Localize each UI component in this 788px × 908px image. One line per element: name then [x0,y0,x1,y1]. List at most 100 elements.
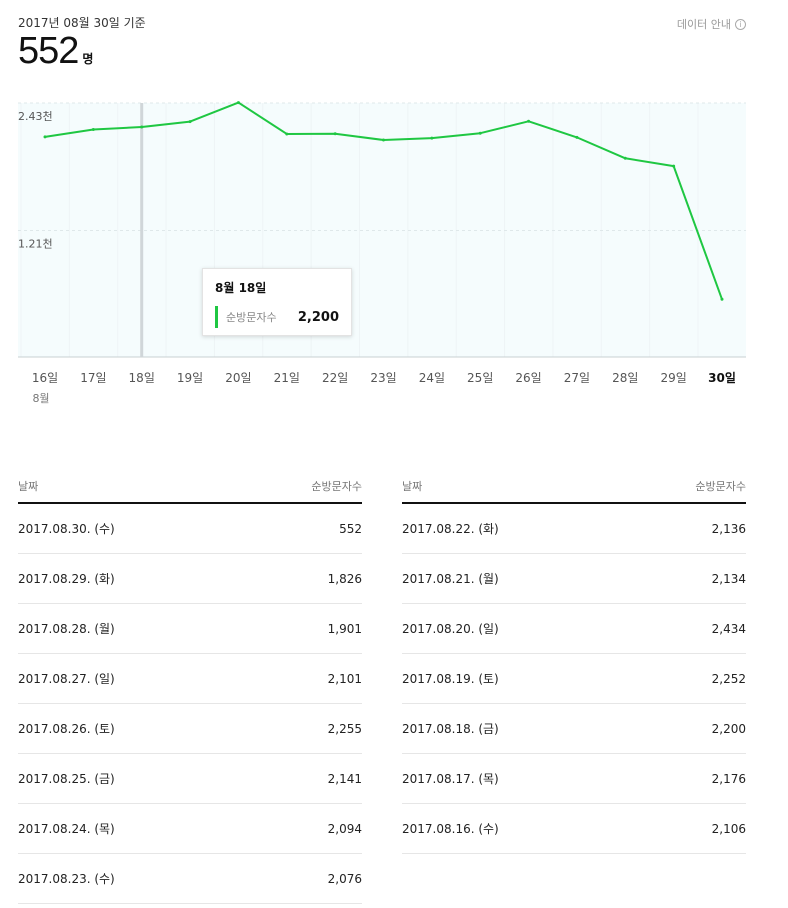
table-row: 2017.08.25. (금) 2,141 [18,754,362,804]
x-tick-label: 16일 [32,371,58,385]
table-header: 날짜 순방문자수 [18,478,362,504]
row-date: 2017.08.28. (월) [18,622,115,636]
row-date: 2017.08.19. (토) [402,672,499,686]
tooltip-value: 2,200 [297,309,339,325]
visitor-count-number: 552 [18,30,79,72]
data-info-link[interactable]: 데이터 안내 i [677,16,746,32]
row-date: 2017.08.27. (일) [18,672,115,686]
table-header: 날짜 순방문자수 [402,478,746,504]
row-value: 2,141 [327,771,362,786]
daily-table-right: 날짜 순방문자수 2017.08.22. (화) 2,136 2017.08.21.… [402,478,746,854]
data-point [382,138,385,142]
date-basis: 2017년 08월 30일 기준 [18,16,146,30]
table-row: 2017.08.28. (월) 1,901 [18,604,362,654]
plot-background [18,103,746,357]
y-tick-label: 2.43천 [18,109,53,123]
data-point [672,164,676,168]
row-value: 2,076 [327,871,362,886]
tooltip-label: 순방문자수 [226,311,277,324]
table-row: 2017.08.17. (목) 2,176 [402,754,746,804]
table-row: 2017.08.22. (화) 2,136 [402,504,746,554]
row-value: 552 [339,521,362,536]
data-info-label: 데이터 안내 [676,18,731,31]
row-date: 2017.08.16. (수) [402,822,499,836]
data-point [430,136,434,140]
data-point [91,128,95,132]
table-row: 2017.08.27. (일) 2,101 [18,654,362,704]
daily-table-left: 날짜 순방문자수 2017.08.30. (수) 552 2017.08.29. (… [18,478,362,904]
x-tick-label: 24일 [419,371,445,385]
chart-svg: 2.43천 1.21천 16일 17일 18일 19일 20일 21일 22일 23일 24일 25일… [18,101,746,405]
row-value: 1,901 [327,621,362,636]
data-point [43,135,47,139]
x-tick-label: 29일 [660,371,686,385]
x-tick-label: 17일 [80,371,106,385]
col-value-header: 순방문자수 [311,480,362,493]
data-point [236,101,240,105]
row-value: 2,094 [327,821,362,836]
table-row: 2017.08.21. (월) 2,134 [402,554,746,604]
tooltip-date: 8월 18일 [215,281,267,295]
table-row: 2017.08.20. (일) 2,434 [402,604,746,654]
data-point [285,132,289,136]
visitor-count: 552 명 [18,30,93,73]
row-date: 2017.08.23. (수) [18,872,115,886]
y-tick-label: 1.21천 [18,237,53,251]
x-tick-label: 20일 [225,371,251,385]
data-point [188,120,192,124]
row-date: 2017.08.20. (일) [402,622,499,636]
row-date: 2017.08.29. (화) [18,572,115,586]
col-date-header: 날짜 [18,480,39,493]
info-icon: i [735,18,746,30]
row-value: 2,200 [711,721,746,736]
x-tick-label: 28일 [612,371,638,385]
visitor-chart[interactable]: 2.43천 1.21천 16일 17일 18일 19일 20일 21일 22일 23일 24일 25일… [0,95,788,415]
x-tick-label: 30일 [708,371,736,385]
visitor-count-unit: 명 [82,52,94,66]
row-value: 2,136 [711,521,746,536]
data-point [623,156,627,160]
x-month-label: 8월 [32,392,49,405]
x-tick-label: 23일 [370,371,396,385]
x-tick-label: 26일 [515,371,541,385]
row-date: 2017.08.22. (화) [402,522,499,536]
col-value-header: 순방문자수 [695,480,746,493]
table-row: 2017.08.29. (화) 1,826 [18,554,362,604]
row-value: 2,101 [327,671,362,686]
col-date-header: 날짜 [402,480,423,493]
table-row: 2017.08.23. (수) 2,076 [18,854,362,904]
tooltip-row: 순방문자수 2,200 [215,306,339,328]
row-date: 2017.08.25. (금) [18,772,115,786]
data-point [478,131,482,135]
tooltip-series-swatch [215,306,218,328]
data-point [333,132,337,136]
row-date: 2017.08.17. (목) [402,772,499,786]
row-value: 2,434 [711,621,746,636]
row-value: 2,255 [327,721,362,736]
row-date: 2017.08.18. (금) [402,722,499,736]
x-tick-label: 22일 [322,371,348,385]
chart-tooltip: 8월 18일 순방문자수 2,200 [202,268,352,336]
x-tick-label: 18일 [129,371,155,385]
x-tick-label: 27일 [564,371,590,385]
table-row: 2017.08.16. (수) 2,106 [402,804,746,854]
row-date: 2017.08.21. (월) [402,572,499,586]
table-row: 2017.08.24. (목) 2,094 [18,804,362,854]
row-value: 2,252 [711,671,746,686]
data-point [527,119,531,123]
x-tick-label: 21일 [274,371,300,385]
row-value: 2,176 [711,771,746,786]
row-value: 2,106 [711,821,746,836]
table-row: 2017.08.18. (금) 2,200 [402,704,746,754]
row-date: 2017.08.24. (목) [18,822,115,836]
data-point [575,135,579,139]
table-row: 2017.08.30. (수) 552 [18,504,362,554]
data-point [140,125,144,129]
row-value: 2,134 [711,571,746,586]
data-point [720,297,724,301]
x-tick-label: 19일 [177,371,203,385]
x-tick-label: 25일 [467,371,493,385]
row-date: 2017.08.30. (수) [18,522,115,536]
row-date: 2017.08.26. (토) [18,722,115,736]
table-row: 2017.08.19. (토) 2,252 [402,654,746,704]
